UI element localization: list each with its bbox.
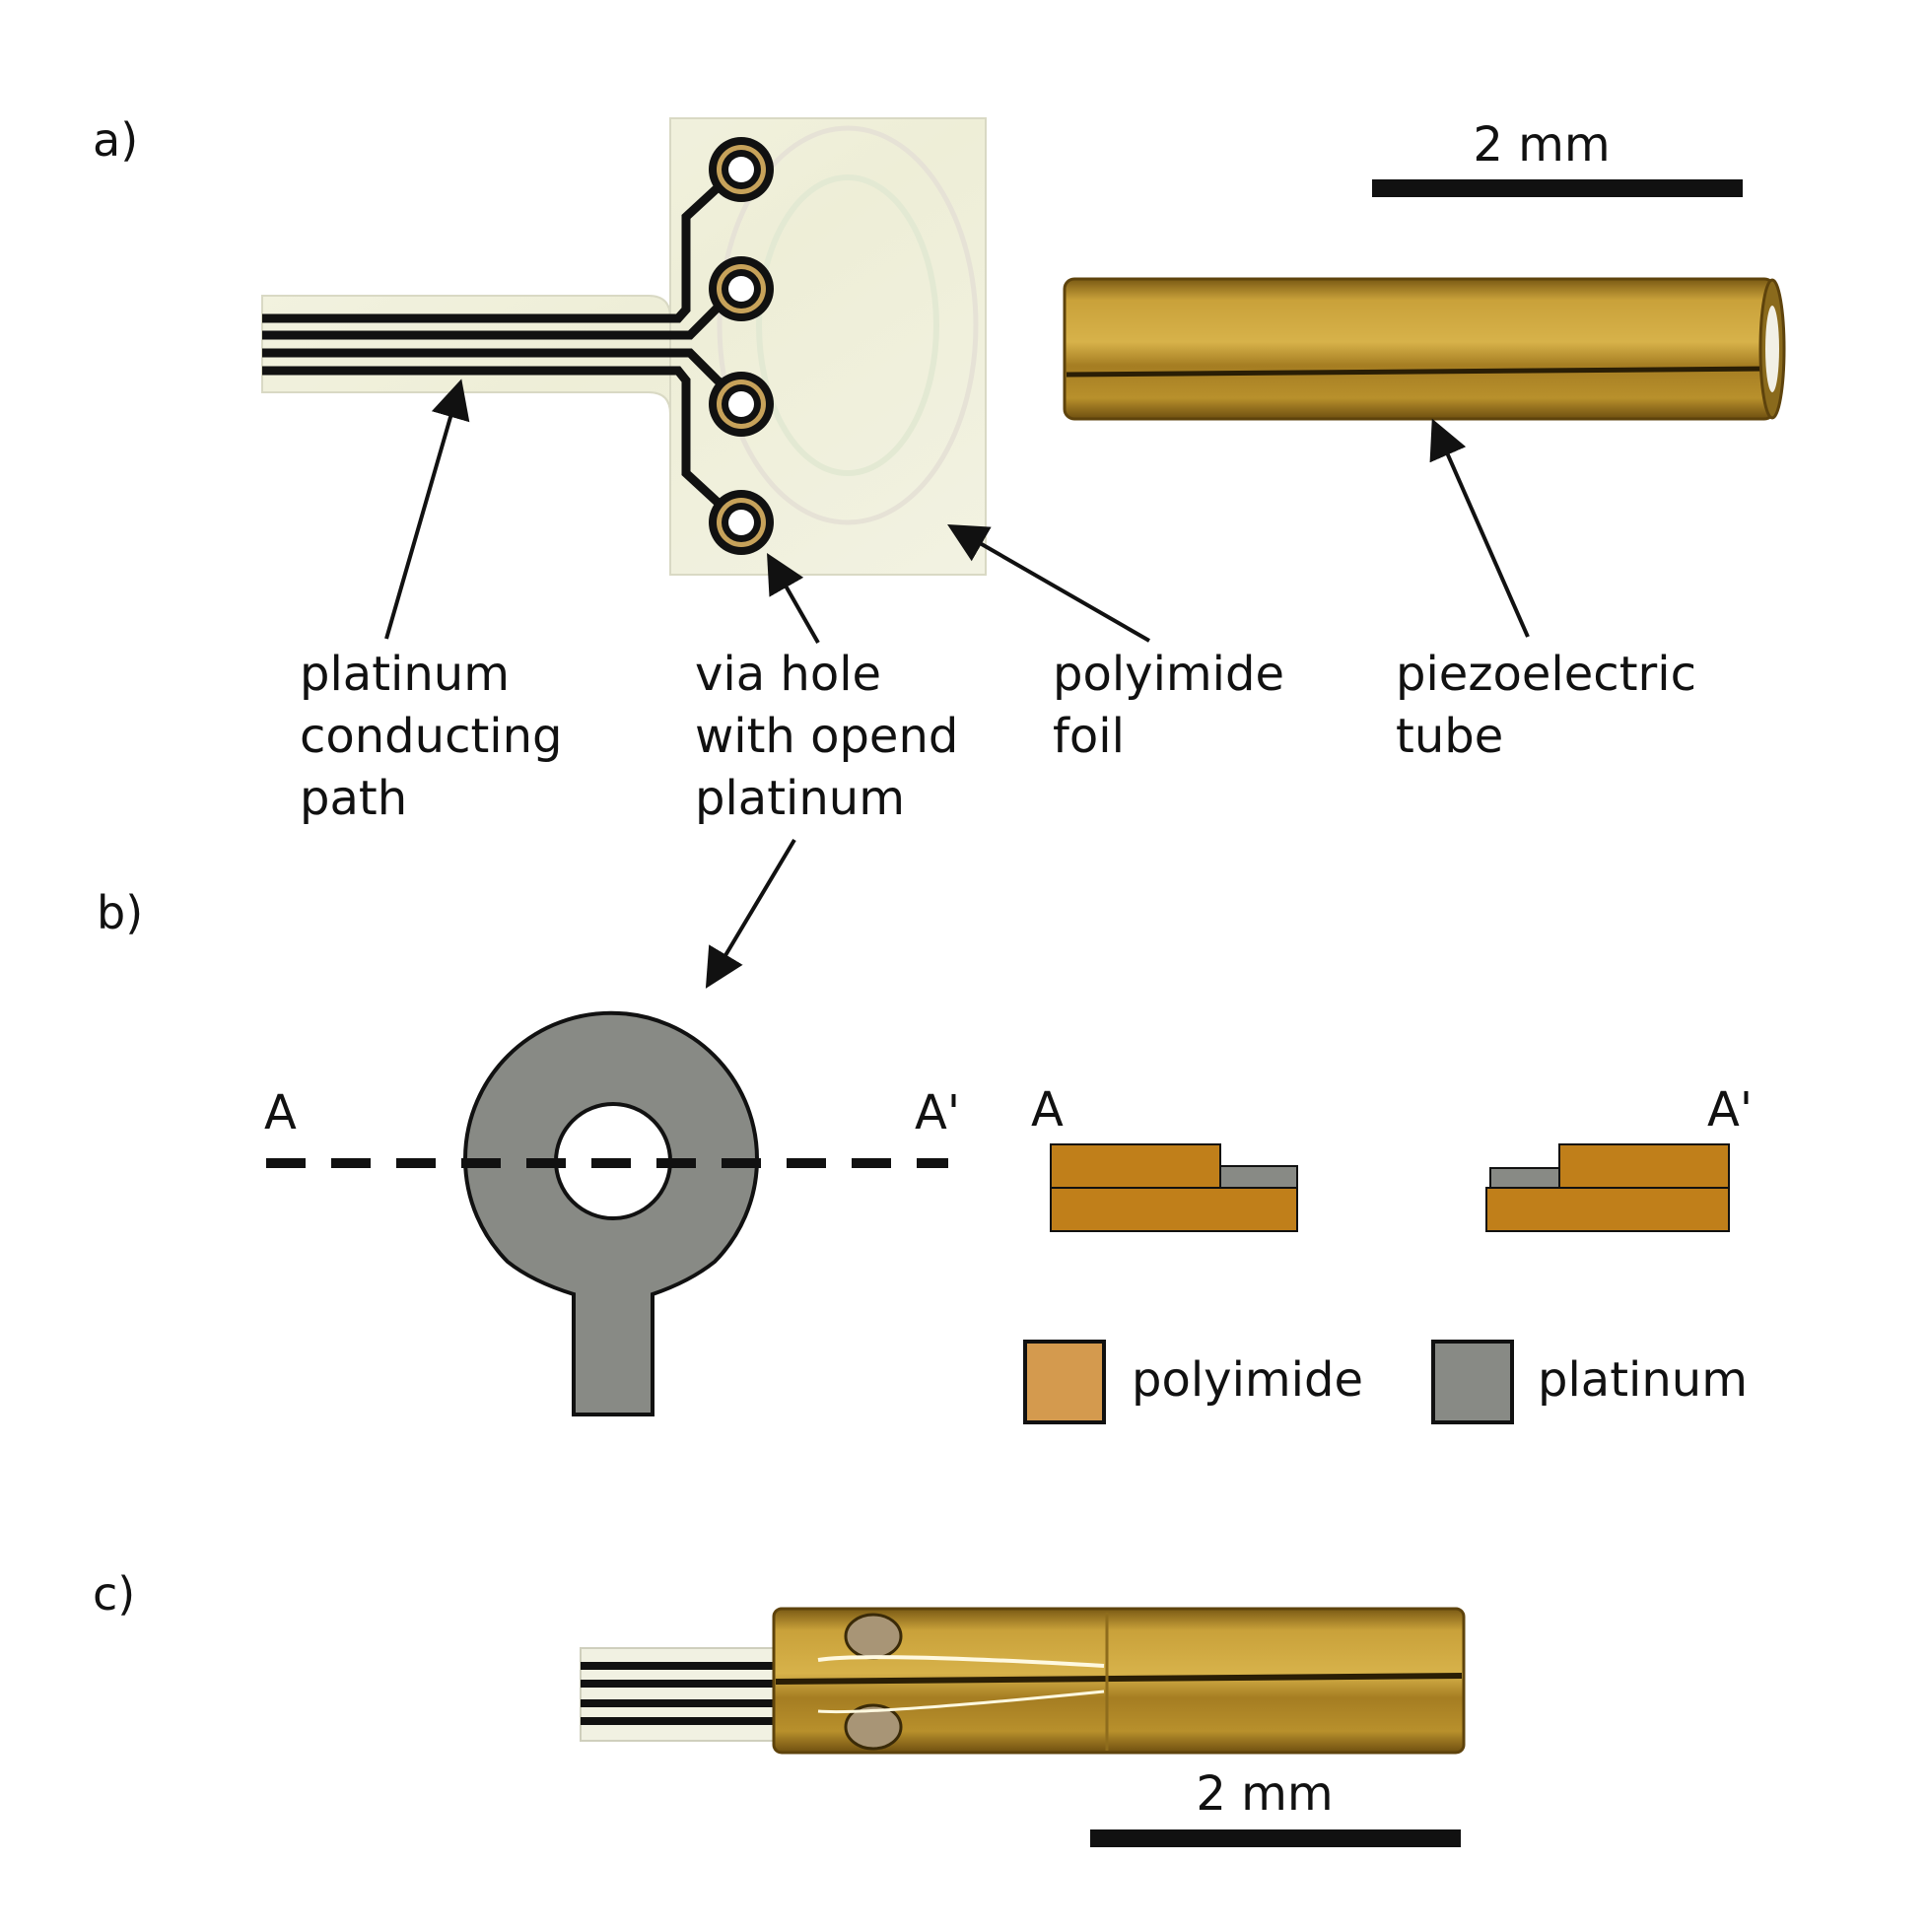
svg-text:foil: foil — [1053, 709, 1125, 764]
svg-text:piezoelectric: piezoelectric — [1396, 647, 1696, 702]
cross-section-left — [1050, 1143, 1298, 1232]
cross-section-label-a: A — [1031, 1082, 1064, 1138]
section-label-a-prime: A' — [915, 1085, 960, 1140]
via-hole-2 — [709, 256, 774, 321]
svg-text:tube: tube — [1396, 709, 1503, 764]
legend-label-platinum: platinum — [1538, 1352, 1748, 1408]
via-pad-top-view — [463, 1010, 759, 1416]
scale-bar-c — [1090, 1829, 1461, 1847]
svg-text:polyimide: polyimide — [1053, 647, 1284, 702]
via-hole-1 — [709, 137, 774, 202]
panel-label-a: a) — [93, 113, 138, 167]
scale-bar-label-c: 2 mm — [1196, 1766, 1333, 1822]
cross-section-label-a-prime: A' — [1707, 1082, 1753, 1138]
via-hole-4 — [709, 490, 774, 555]
legend-swatch-platinum — [1431, 1340, 1514, 1424]
annotation-polyimide-foil: polyimide foil — [947, 524, 1284, 764]
panel-label-b: b) — [97, 886, 143, 939]
svg-text:conducting: conducting — [300, 709, 563, 764]
cross-section-right — [1485, 1143, 1730, 1232]
annotation-piezoelectric-tube: piezoelectric tube — [1396, 418, 1696, 764]
legend-swatch-polyimide — [1023, 1340, 1106, 1424]
polyimide-foil-photo — [261, 117, 987, 576]
annotation-conducting-path: platinum conducting path — [300, 379, 563, 826]
section-label-a: A — [264, 1085, 297, 1140]
svg-text:with opend: with opend — [695, 709, 958, 764]
svg-text:platinum: platinum — [695, 771, 905, 826]
annotation-via-hole: via hole with opend platinum — [695, 553, 958, 989]
assembled-tube-photo — [580, 1607, 1466, 1755]
svg-text:path: path — [300, 771, 407, 826]
legend-label-polyimide: polyimide — [1132, 1352, 1363, 1408]
scale-bar-a — [1372, 179, 1743, 197]
panel-label-c: c) — [93, 1567, 135, 1621]
svg-text:via hole: via hole — [695, 647, 881, 702]
piezoelectric-tube-photo — [1063, 277, 1786, 421]
via-hole-3 — [709, 372, 774, 437]
legend: polyimide platinum — [1023, 1340, 1748, 1424]
scale-bar-label-a: 2 mm — [1473, 117, 1610, 172]
svg-text:platinum: platinum — [300, 647, 510, 702]
